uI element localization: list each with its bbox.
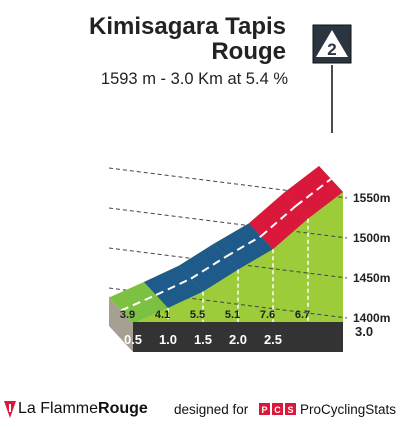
svg-text:C: C — [274, 405, 281, 415]
km-dividers — [167, 218, 309, 322]
designed-for-text: designed for — [174, 402, 249, 417]
profile-front-face — [133, 192, 343, 324]
svg-text:P: P — [261, 405, 267, 415]
x-tick-label: 2.0 — [229, 332, 247, 347]
gradient-bands — [109, 166, 343, 324]
y-tick-label: 1450m — [353, 271, 390, 285]
climb-subtitle: 1593 m - 3.0 Km at 5.4 % — [100, 70, 288, 88]
category-number: 2 — [327, 40, 336, 59]
ridge-centre-dash — [190, 255, 227, 280]
y-tick-label: 1550m — [353, 191, 390, 205]
gradient-band-segment — [284, 166, 343, 219]
ridge-centre-dash — [260, 205, 297, 237]
gradient-label: 4.1 — [155, 309, 170, 321]
ridge-centre-dash — [225, 235, 262, 258]
distance-bar — [133, 322, 343, 352]
distance-bar-face — [133, 322, 343, 352]
gradient-label: 5.1 — [225, 309, 240, 321]
svg-text:S: S — [287, 405, 293, 415]
brand-name-part2: Rouge — [98, 400, 148, 417]
mountain-category-icon — [316, 30, 348, 57]
ridge-centre-dash — [295, 178, 332, 207]
category-badge-group: 2 — [312, 24, 352, 133]
brand-name-part1: La Flamme — [18, 400, 99, 417]
climb-title-line2: Rouge — [211, 38, 286, 65]
gradient-labels: 3.9 4.1 5.5 5.1 7.6 6.7 — [120, 309, 310, 321]
ridge-centre-dash — [155, 277, 192, 296]
profile-side-wall-face — [109, 297, 133, 352]
y-tick-label: 1400m — [353, 311, 390, 325]
x-tick-label: 2.5 — [264, 332, 282, 347]
brand-name: La FlammeRouge — [18, 400, 148, 418]
gradient-label: 7.6 — [260, 309, 275, 321]
climb-title-line1: Kimisagara Tapis — [89, 13, 286, 40]
x-tick-label: 3.0 — [355, 324, 373, 339]
x-tick-label: 1.5 — [194, 332, 212, 347]
x-tick-labels: 0.5 1.0 1.5 2.0 2.5 3.0 — [124, 324, 373, 347]
y-tick-labels: 1400m 1450m 1500m 1550m — [353, 191, 390, 325]
pcs-logo-icon: P C S — [259, 403, 296, 415]
gradient-label: 3.9 — [120, 309, 135, 321]
pcs-name: ProCyclingStats — [300, 402, 397, 417]
profile-side-wall — [109, 297, 133, 352]
gradient-label: 6.7 — [295, 309, 310, 321]
flame-logo-icon — [4, 401, 16, 418]
y-tick-label: 1500m — [353, 231, 390, 245]
x-tick-label: 1.0 — [159, 332, 177, 347]
x-tick-label: 0.5 — [124, 332, 142, 347]
gradient-label: 5.5 — [190, 309, 205, 321]
ridge-centre-dash — [120, 294, 157, 312]
